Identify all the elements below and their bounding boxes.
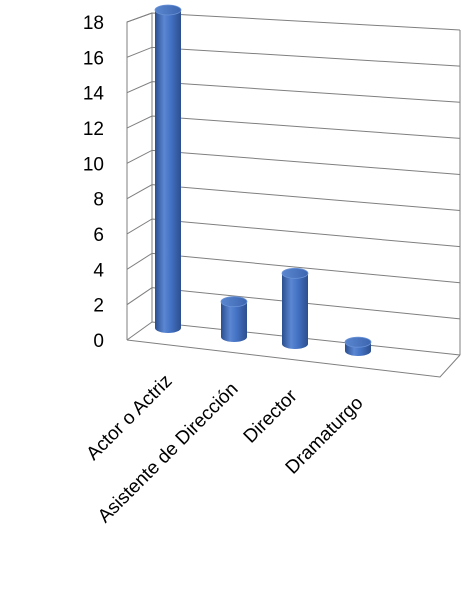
gridline [126, 81, 461, 103]
bar-top [281, 267, 309, 279]
bar-top [154, 4, 182, 16]
y-tick-label: 4 [93, 260, 104, 281]
gridline [126, 252, 461, 284]
y-tick-label: 6 [93, 225, 104, 246]
y-tick-label: 2 [93, 296, 104, 317]
bars [154, 4, 372, 356]
y-tick-label: 0 [93, 331, 104, 352]
bar-body [155, 10, 181, 333]
x-tick-label: Director [240, 385, 302, 447]
bar-body [221, 301, 247, 342]
floor-edge [126, 339, 461, 378]
bar-3 [281, 267, 309, 349]
y-tick-label: 18 [83, 13, 104, 34]
x-tick-label: Asistente de Dirección [94, 379, 243, 528]
bar-top [344, 336, 372, 348]
y-tick-label: 12 [83, 119, 104, 140]
y-tick-label: 16 [83, 48, 104, 69]
gridline [126, 218, 461, 248]
y-axis-ticks: 0 2 4 6 8 10 12 14 16 18 [83, 13, 105, 352]
gridline [126, 184, 461, 212]
gridline [126, 46, 461, 67]
y-tick-label: 14 [83, 84, 105, 105]
bar-1 [154, 4, 182, 333]
gridline [126, 12, 461, 31]
bar-2 [220, 296, 248, 342]
bar-body [282, 273, 308, 349]
bar-4 [344, 336, 372, 356]
gridlines [126, 12, 461, 356]
y-tick-label: 8 [93, 190, 104, 211]
y-tick-label: 10 [83, 154, 104, 175]
gridline [126, 149, 461, 175]
bar-top [220, 296, 248, 308]
side-wall-edge [126, 12, 153, 340]
gridline [126, 115, 461, 139]
gridline [126, 287, 461, 320]
